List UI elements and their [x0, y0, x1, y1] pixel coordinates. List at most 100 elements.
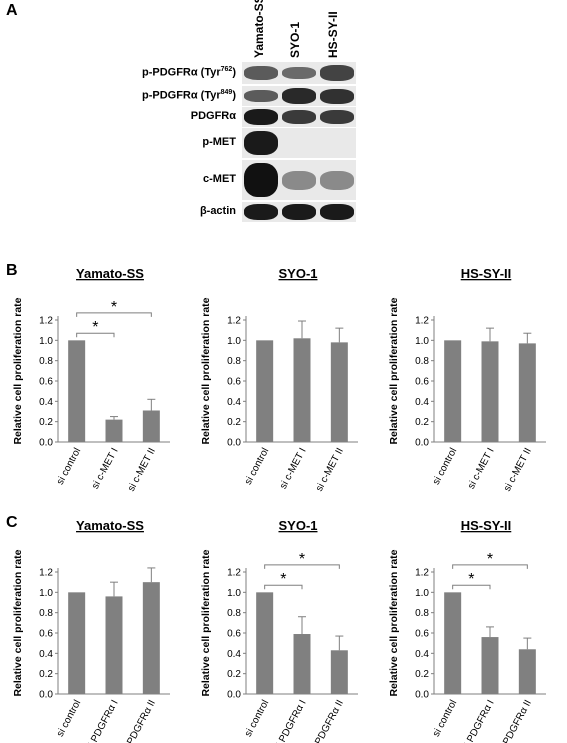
- y-tick-label: 1.2: [39, 316, 53, 327]
- blot-band: [244, 89, 278, 103]
- blot-band: [244, 108, 278, 126]
- x-tick-label: si c-MET I: [90, 446, 121, 491]
- y-tick-label: 0.4: [227, 397, 241, 408]
- chart-title: SYO-1: [278, 518, 317, 533]
- bar: [105, 419, 123, 442]
- blot-strip: [242, 202, 356, 222]
- y-tick-label: 1.2: [415, 568, 429, 579]
- y-axis-label: Relative cell proliferation rate: [12, 297, 24, 444]
- y-tick-label: 0.0: [415, 438, 429, 449]
- significance-bracket: [76, 332, 115, 338]
- significance-bracket: [452, 584, 491, 590]
- blot-band: [320, 65, 354, 81]
- blot-band: [320, 170, 354, 190]
- y-tick-label: 0.2: [39, 417, 53, 428]
- western-blot-panel: A Yamato-SS SYO-1 HS-SY-II p-PDGFRα (Tyr76…: [0, 0, 567, 230]
- bar: [142, 410, 160, 442]
- x-tick-label: si PDGFRα I: [460, 698, 496, 743]
- x-tick-label: si PDGFRα II: [309, 698, 346, 743]
- cell-line-label: HS-SY-II: [326, 11, 340, 58]
- y-tick-label: 0.6: [39, 377, 53, 388]
- y-tick-label: 0.4: [227, 649, 241, 660]
- bar: [68, 592, 86, 694]
- significance-star: *: [280, 571, 286, 588]
- bar-chart: Yamato-SS Relative cell proliferation rat…: [12, 518, 170, 743]
- bar-chart: SYO-1 Relative cell proliferation rate 0.0…: [200, 266, 358, 493]
- blot-band: [282, 203, 316, 221]
- blot-band: [244, 203, 278, 221]
- y-tick-label: 1.2: [415, 316, 429, 327]
- bar: [105, 596, 123, 694]
- y-tick-label: 0.6: [39, 629, 53, 640]
- blot-strip: [242, 107, 356, 127]
- y-axis-label: Relative cell proliferation rate: [200, 549, 212, 696]
- bar: [293, 338, 311, 442]
- blot-row-label: p-PDGFRα (Tyr849): [6, 89, 236, 102]
- chart-title: Yamato-SS: [76, 518, 144, 533]
- bar: [293, 634, 311, 694]
- y-tick-label: 0.8: [415, 356, 429, 367]
- y-tick-label: 0.6: [415, 377, 429, 388]
- y-tick-label: 0.4: [415, 649, 429, 660]
- chart-title: HS-SY-II: [461, 266, 512, 281]
- blot-band: [320, 88, 354, 104]
- blot-strip: [242, 86, 356, 106]
- bar: [330, 650, 348, 694]
- blot-band: [282, 88, 316, 104]
- x-tick-label: si control: [243, 698, 271, 738]
- chart-title: Yamato-SS: [76, 266, 144, 281]
- blot-band: [320, 109, 354, 125]
- x-tick-label: si control: [55, 446, 83, 486]
- panel-letter-b: B: [6, 262, 18, 279]
- blot-row-label: β-actin: [6, 205, 236, 217]
- significance-bracket: [76, 312, 152, 317]
- blot-row-name: p-MET: [202, 136, 236, 148]
- bar-chart: SYO-1 Relative cell proliferation rate 0.0…: [200, 518, 358, 743]
- panel-letter-c: C: [6, 514, 18, 531]
- bar: [256, 340, 274, 442]
- x-tick-label: si PDGFRα II: [121, 698, 158, 743]
- y-tick-label: 1.0: [227, 588, 241, 599]
- y-tick-label: 0.0: [227, 690, 241, 701]
- y-tick-label: 0.2: [227, 669, 241, 680]
- y-tick-label: 1.0: [415, 336, 429, 347]
- blot-strip: [242, 128, 356, 158]
- bar: [142, 582, 160, 694]
- bar: [518, 649, 536, 694]
- y-tick-label: 0.4: [39, 397, 53, 408]
- blot-row-label: p-MET: [6, 136, 236, 148]
- blot-band: [320, 203, 354, 221]
- blot-band: [282, 66, 316, 80]
- bar: [256, 592, 274, 694]
- y-tick-label: 0.6: [227, 377, 241, 388]
- significance-star: *: [468, 571, 474, 588]
- blot-row-tail: ): [232, 66, 236, 79]
- y-tick-label: 1.2: [227, 568, 241, 579]
- y-tick-label: 1.0: [415, 588, 429, 599]
- blot-band: [244, 66, 278, 80]
- blot-row-label: c-MET: [6, 173, 236, 185]
- significance-bracket: [264, 564, 340, 569]
- bar: [444, 340, 462, 442]
- x-tick-label: si c-MET I: [466, 446, 497, 491]
- y-tick-label: 0.8: [39, 608, 53, 619]
- blot-row-name: β-actin: [199, 205, 236, 217]
- y-tick-label: 0.2: [415, 669, 429, 680]
- significance-star: *: [92, 319, 98, 336]
- significance-bracket: [264, 584, 303, 590]
- y-axis-label: Relative cell proliferation rate: [388, 297, 400, 444]
- blot-row-name: c-MET: [203, 173, 236, 185]
- blot-row-name: p-PDGFRα (Tyr: [141, 89, 221, 102]
- y-tick-label: 1.2: [227, 316, 241, 327]
- blot-strip: [242, 62, 356, 84]
- y-tick-label: 0.8: [39, 356, 53, 367]
- y-tick-label: 0.0: [415, 690, 429, 701]
- bar: [330, 342, 348, 442]
- y-axis-label: Relative cell proliferation rate: [200, 297, 212, 444]
- x-tick-label: si PDGFRα I: [84, 698, 120, 743]
- y-tick-label: 1.0: [39, 588, 53, 599]
- y-axis-label: Relative cell proliferation rate: [388, 549, 400, 696]
- bar-chart: HS-SY-II Relative cell proliferation rate…: [388, 266, 546, 493]
- x-tick-label: si c-MET I: [278, 446, 309, 491]
- y-axis-label: Relative cell proliferation rate: [12, 549, 24, 696]
